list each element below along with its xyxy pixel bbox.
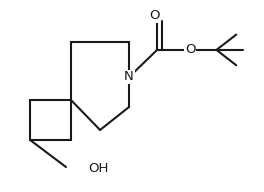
Text: OH: OH	[88, 162, 109, 175]
Text: O: O	[149, 9, 160, 22]
Text: N: N	[124, 70, 134, 84]
Text: O: O	[185, 43, 195, 56]
